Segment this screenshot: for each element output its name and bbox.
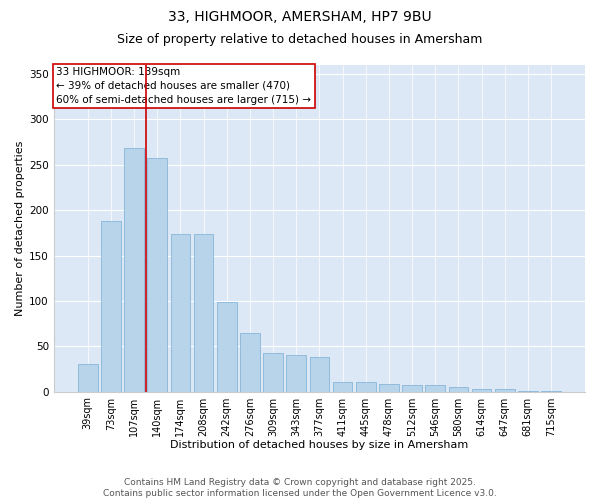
Text: 33, HIGHMOOR, AMERSHAM, HP7 9BU: 33, HIGHMOOR, AMERSHAM, HP7 9BU — [168, 10, 432, 24]
Bar — [124, 148, 144, 392]
Bar — [78, 364, 98, 392]
Bar — [425, 385, 445, 392]
Bar — [402, 385, 422, 392]
Text: Size of property relative to detached houses in Amersham: Size of property relative to detached ho… — [118, 32, 482, 46]
Bar — [286, 356, 306, 392]
Y-axis label: Number of detached properties: Number of detached properties — [15, 140, 25, 316]
Bar — [240, 332, 260, 392]
Bar — [101, 221, 121, 392]
Bar — [194, 234, 214, 392]
Bar — [263, 354, 283, 392]
Bar — [148, 158, 167, 392]
Bar — [356, 382, 376, 392]
Text: Contains HM Land Registry data © Crown copyright and database right 2025.
Contai: Contains HM Land Registry data © Crown c… — [103, 478, 497, 498]
Text: 33 HIGHMOOR: 139sqm
← 39% of detached houses are smaller (470)
60% of semi-detac: 33 HIGHMOOR: 139sqm ← 39% of detached ho… — [56, 66, 311, 104]
Bar — [217, 302, 236, 392]
Bar — [541, 390, 561, 392]
Bar — [472, 389, 491, 392]
Bar — [310, 357, 329, 392]
Bar — [518, 390, 538, 392]
Bar — [170, 234, 190, 392]
X-axis label: Distribution of detached houses by size in Amersham: Distribution of detached houses by size … — [170, 440, 469, 450]
Bar — [333, 382, 352, 392]
Bar — [379, 384, 399, 392]
Bar — [495, 389, 515, 392]
Bar — [449, 387, 468, 392]
